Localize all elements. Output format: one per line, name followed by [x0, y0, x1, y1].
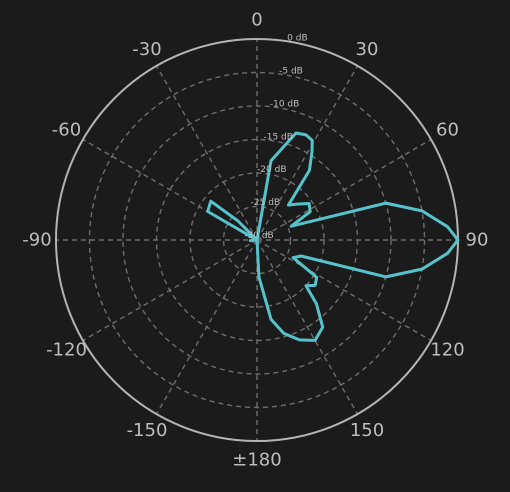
angle-tick-label: 60 — [436, 120, 459, 141]
grid-ring — [88, 71, 426, 409]
grid-spoke — [155, 239, 258, 415]
radial-tick-label: -30 dB — [244, 231, 273, 241]
radial-tick-label: -10 dB — [270, 100, 299, 110]
angle-tick-label: -60 — [52, 120, 81, 141]
angle-tick-label: -90 — [22, 230, 51, 251]
angle-tick-label: 90 — [466, 230, 489, 251]
angle-tick-label: -30 — [132, 39, 161, 60]
radial-tick-label: -15 dB — [263, 132, 292, 142]
angle-tick-label: ±180 — [232, 450, 281, 471]
grid-ring — [122, 105, 392, 375]
radial-tick-label: 0 dB — [287, 34, 307, 44]
grid-spoke — [82, 138, 258, 241]
series-layer — [206, 131, 460, 342]
radial-tick-label: -20 dB — [257, 165, 286, 175]
angle-tick-label: 30 — [356, 39, 379, 60]
radial-tick-label: -25 dB — [251, 198, 280, 208]
angle-tick-label: -120 — [46, 340, 87, 361]
radiation-pattern-line — [206, 131, 460, 342]
grid-spoke — [256, 239, 432, 342]
angle-tick-label: 150 — [350, 420, 384, 441]
grid-spoke — [256, 65, 359, 241]
grid-spoke — [256, 239, 359, 415]
angle-tick-label: 120 — [430, 340, 464, 361]
angle-tick-label: -150 — [127, 420, 168, 441]
angle-tick-label: 0 — [251, 10, 262, 31]
angle-labels: 0 30 60 90 120 150 ±180 -150 -120 -90 -60 -30 — [22, 10, 488, 471]
radial-tick-label: -5 dB — [279, 67, 303, 77]
grid-spoke — [155, 65, 258, 241]
grid-spoke — [82, 239, 258, 342]
grid-spoke — [256, 138, 432, 241]
polar-grid — [55, 38, 459, 442]
grid-ring — [222, 205, 292, 275]
radial-labels: 0 dB -5 dB -10 dB -15 dB -20 dB -25 dB -30 dB — [244, 34, 307, 241]
